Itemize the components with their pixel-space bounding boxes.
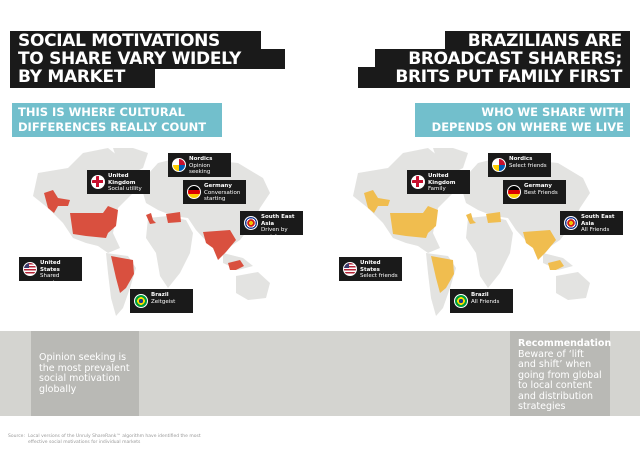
callout-region: Germany [524, 183, 552, 189]
callout-text: Zeitgeist [151, 298, 176, 305]
callout-brazil-right: Brazil All Friends [450, 289, 513, 313]
left-subtitle-line-1: THIS IS WHERE CULTURAL [18, 105, 185, 119]
callout-text: Shared passion [40, 273, 61, 286]
callout-uk-right: United Kingdom Family [407, 170, 470, 194]
callout-germany-left: Germany Conversation starting [183, 180, 246, 204]
left-title-line-1: SOCIAL MOTIVATIONS [10, 31, 261, 51]
callout-region: Brazil [151, 292, 169, 298]
callout-region: United Kingdom [108, 173, 136, 186]
callout-text: Best Friends [524, 189, 558, 196]
highlight-us [70, 206, 118, 238]
right-subtitle-line-2: DEPENDS ON WHERE WE LIVE [431, 120, 624, 134]
callout-sea-right: South East Asia All Friends [560, 211, 623, 235]
callout-text: All Friends [471, 298, 500, 305]
source-label: Source: [8, 434, 25, 439]
callout-uk-left: United Kingdom Social utility [87, 170, 150, 194]
us-flag-icon [23, 262, 37, 276]
recommendation-box: Recommendation Beware of ‘lift and shift’… [510, 331, 612, 416]
callout-region: United States [360, 260, 381, 273]
source-note: Source: Local versions of the Unruly Shar… [8, 434, 208, 446]
germany-flag-icon [507, 185, 521, 199]
right-subtitle: WHO WE SHARE WITH DEPENDS ON WHERE WE LI… [415, 103, 630, 137]
highlight-brazil [431, 256, 454, 293]
insight-box: Opinion seeking is the most prevalent so… [31, 331, 139, 416]
callout-brazil-left: Brazil Zeitgeist [130, 289, 193, 313]
callout-us-left: United States Shared passion [19, 257, 82, 286]
callout-region: United Kingdom [428, 173, 456, 186]
callout-text: Select friends [360, 273, 398, 279]
callout-text: Driven by social motivations [261, 227, 294, 246]
uk-flag-icon [91, 175, 105, 189]
brazil-flag-icon [454, 294, 468, 308]
highlight-germany [486, 212, 501, 223]
callout-text: Opinion seeking [189, 162, 211, 176]
left-subtitle: THIS IS WHERE CULTURAL DIFFERENCES REALL… [12, 103, 222, 137]
highlight-canada-alaska [364, 190, 390, 213]
callout-region: South East Asia [261, 214, 295, 227]
highlight-sea [203, 230, 236, 260]
callout-nordics-left: Nordics Opinion seeking [168, 153, 231, 177]
right-title-line-2: BROADCAST SHARERS; [375, 49, 630, 69]
callout-text: Conversation starting [204, 189, 241, 203]
left-title-line-3: BY MARKET [10, 67, 155, 88]
nordics-flags-icon [172, 158, 186, 172]
callout-text: Select friends [509, 162, 547, 169]
nordics-flags-icon [492, 158, 506, 172]
brazil-flag-icon [134, 294, 148, 308]
right-title-line-3: BRITS PUT FAMILY FIRST [358, 67, 630, 88]
callout-text: Family [428, 186, 446, 192]
right-title-line-1: BRAZILIANS ARE [445, 31, 630, 51]
highlighted-markets [364, 190, 564, 293]
insight-text: Opinion seeking is the most prevalent so… [39, 352, 130, 395]
highlight-brazil [111, 256, 134, 293]
highlight-uk [466, 213, 476, 224]
highlight-sea [523, 230, 556, 260]
callout-text: Social utility [108, 186, 142, 192]
callout-germany-right: Germany Best Friends [503, 180, 566, 204]
highlight-uk [146, 213, 156, 224]
us-flag-icon [343, 262, 357, 276]
callout-region: Germany [204, 183, 232, 189]
callout-text: All Friends [581, 227, 610, 233]
asean-emblem-icon [244, 216, 258, 230]
callout-nordics-right: Nordics Select friends [488, 153, 551, 177]
source-text: Local versions of the Unruly ShareRank™ … [27, 434, 201, 445]
callout-region: South East Asia [581, 214, 615, 227]
right-subtitle-line-1: WHO WE SHARE WITH [481, 105, 624, 119]
uk-flag-icon [411, 175, 425, 189]
germany-flag-icon [187, 185, 201, 199]
highlighted-markets [44, 190, 244, 293]
left-title-line-2: TO SHARE VARY WIDELY [10, 49, 285, 69]
highlight-germany [166, 212, 181, 223]
highlight-us [390, 206, 438, 238]
highlight-indonesia [228, 260, 244, 270]
callout-us-right: United States Select friends [339, 257, 402, 281]
callout-sea-left: South East Asia Driven by social motivati… [240, 211, 303, 246]
callout-region: United States [40, 260, 61, 273]
callout-region: Nordics [509, 156, 533, 162]
callout-region: Nordics [189, 156, 213, 162]
highlight-indonesia [548, 260, 564, 270]
recommendation-label: Recommendation [518, 338, 612, 349]
left-subtitle-line-2: DIFFERENCES REALLY COUNT [18, 120, 207, 134]
highlight-canada-alaska [44, 190, 70, 213]
asean-emblem-icon [564, 216, 578, 230]
callout-region: Brazil [471, 292, 489, 298]
recommendation-text: Beware of ‘lift and shift’ when going fr… [518, 348, 602, 412]
